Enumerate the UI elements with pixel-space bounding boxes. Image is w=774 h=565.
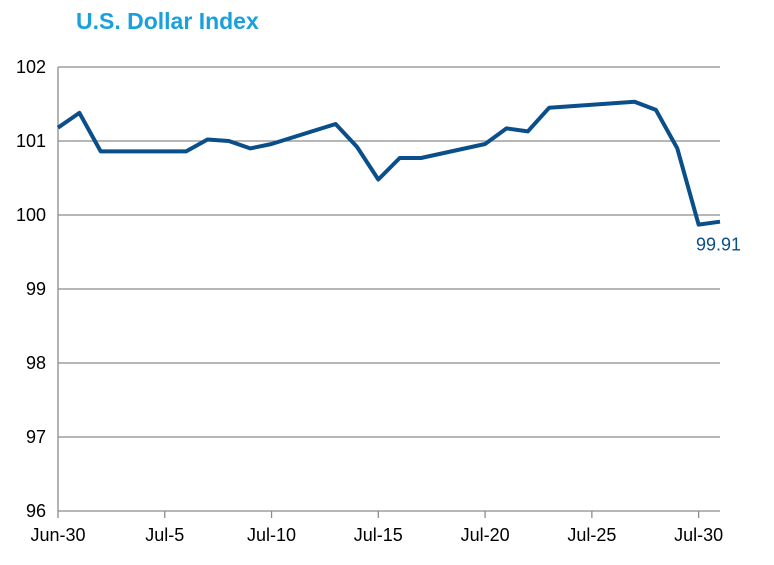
y-tick-label: 101 — [16, 131, 46, 151]
y-tick-label: 96 — [26, 501, 46, 521]
chart-title: U.S. Dollar Index — [76, 8, 259, 34]
y-tick-label: 97 — [26, 427, 46, 447]
x-axis — [57, 67, 720, 518]
x-tick-label: Jul-30 — [674, 525, 723, 545]
gridlines — [58, 66, 720, 438]
y-tick-label: 102 — [16, 57, 46, 77]
y-tick-label: 100 — [16, 205, 46, 225]
x-tick-label: Jul-25 — [567, 525, 616, 545]
annotations: 99.91 — [696, 235, 741, 255]
x-axis-tick-labels: Jun-30 Jul-5 Jul-10 Jul-15 Jul-20 Jul-25 Jul-3… — [30, 525, 723, 545]
y-tick-label: 99 — [26, 279, 46, 299]
x-tick-label: Jul-20 — [461, 525, 510, 545]
x-tick-label: Jul-15 — [354, 525, 403, 545]
x-tick-label: Jul-5 — [145, 525, 184, 545]
last-value-label: 99.91 — [696, 235, 741, 255]
y-tick-label: 98 — [26, 353, 46, 373]
series-line — [56, 99, 721, 227]
x-tick-label: Jun-30 — [30, 525, 85, 545]
series-layer — [56, 99, 721, 227]
x-tick-label: Jul-10 — [247, 525, 296, 545]
y-axis-tick-labels: 96 97 98 99 100 101 102 — [16, 57, 46, 521]
